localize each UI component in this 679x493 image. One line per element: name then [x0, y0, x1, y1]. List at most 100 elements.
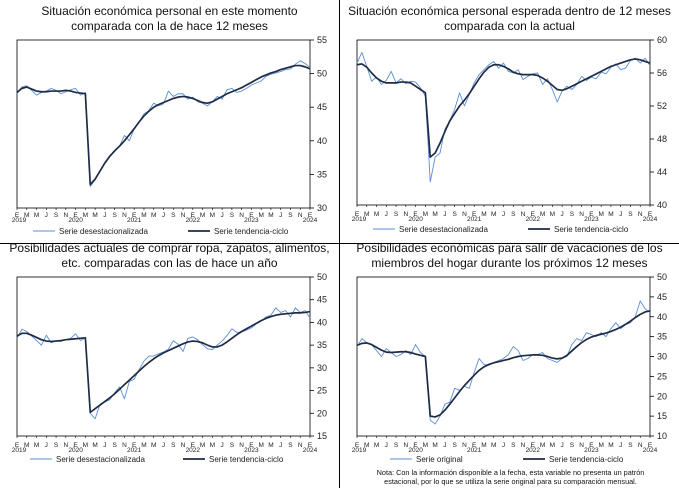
legend-label: Serie tendencia-ciclo: [554, 225, 629, 234]
x-tick-label: J: [103, 212, 106, 219]
x-tick-label: N: [579, 442, 584, 449]
x-tick-label: S: [288, 442, 293, 449]
x-tick-label: M: [83, 212, 88, 219]
x-tick-label: J: [560, 211, 563, 218]
x-tick-label: M: [141, 442, 146, 449]
year-label: 2019: [12, 447, 27, 454]
x-tick-label: E: [413, 442, 418, 449]
x-tick-label: N: [638, 211, 643, 218]
plot-frame: [356, 39, 651, 206]
x-tick-label: S: [230, 212, 235, 219]
y-tick-label: 56: [657, 68, 667, 78]
x-tick-label: E: [15, 442, 20, 449]
x-tick-label: N: [462, 442, 467, 449]
x-tick-label: N: [63, 442, 68, 449]
x-tick-label: S: [171, 442, 176, 449]
y-tick-label: 50: [657, 272, 667, 282]
year-label: 2024: [303, 447, 318, 454]
year-label: 2019: [352, 447, 367, 454]
x-tick-label: S: [452, 211, 457, 218]
y-tick-label: 40: [657, 200, 667, 210]
plot-frame: [356, 276, 651, 437]
chart-title: Posibilidades actuales de comprar ropa, …: [0, 240, 339, 272]
year-label: 2023: [244, 447, 259, 454]
x-tick-label: E: [249, 442, 254, 449]
legend-label: Serie original: [416, 455, 463, 464]
x-tick-label: M: [432, 442, 437, 449]
x-tick-label: E: [191, 442, 196, 449]
x-tick-label: S: [171, 212, 176, 219]
x-tick-label: M: [24, 442, 29, 449]
panel-vacaciones: Posibilidades económicas para salir de v…: [340, 241, 679, 488]
x-tick-label: N: [462, 211, 467, 218]
legend-label: Serie desestacionalizada: [59, 227, 148, 236]
panel-compras: Posibilidades actuales de comprar ropa, …: [0, 241, 339, 488]
x-tick-label: M: [268, 212, 273, 219]
x-tick-label: M: [540, 442, 545, 449]
y-tick-label: 60: [657, 35, 667, 45]
year-label: 2022: [186, 217, 201, 224]
y-tick-label: 15: [657, 411, 667, 421]
y-tick-label: 30: [317, 363, 327, 373]
x-tick-label: E: [472, 211, 477, 218]
plot-frame: [16, 276, 311, 437]
x-tick-label: M: [364, 442, 369, 449]
x-tick-label: M: [598, 442, 603, 449]
x-tick-label: E: [132, 442, 137, 449]
x-tick-label: E: [589, 211, 594, 218]
x-tick-label: N: [181, 212, 186, 219]
x-tick-label: S: [54, 442, 59, 449]
chart-title-line-2: etc. comparadas con las de hace un año: [61, 256, 278, 270]
year-label: 2023: [584, 447, 599, 454]
y-tick-label: 20: [657, 391, 667, 401]
year-label: 2023: [584, 216, 599, 223]
note-line-2: estacional, por lo que se utiliza la ser…: [384, 477, 637, 486]
x-tick-label: J: [502, 442, 505, 449]
x-tick-label: E: [648, 442, 653, 449]
x-tick-label: S: [628, 442, 633, 449]
chart-title: Situación económica personal en este mom…: [0, 3, 339, 35]
year-label: 2021: [467, 447, 482, 454]
x-tick-label: M: [423, 442, 428, 449]
x-tick-label: M: [200, 442, 205, 449]
chart-title-line-1: Posibilidades económicas para salir de v…: [356, 241, 663, 255]
y-tick-label: 44: [657, 167, 667, 177]
year-label: 2019: [352, 216, 367, 223]
x-tick-label: M: [210, 212, 215, 219]
x-tick-label: S: [394, 442, 399, 449]
x-tick-label: N: [122, 212, 127, 219]
year-label: 2024: [643, 447, 658, 454]
vertical-divider: [339, 0, 340, 488]
y-tick-label: 15: [317, 431, 327, 441]
y-tick-label: 40: [317, 317, 327, 327]
x-tick-label: M: [24, 212, 29, 219]
x-tick-label: J: [162, 212, 165, 219]
x-tick-label: N: [239, 442, 244, 449]
x-tick-label: N: [521, 442, 526, 449]
y-tick-label: 25: [317, 386, 327, 396]
series-line-trend: [16, 64, 311, 186]
y-tick-label: 40: [657, 312, 667, 322]
note: Nota: Con la información disponible a la…: [358, 468, 663, 486]
x-tick-label: J: [45, 442, 48, 449]
y-tick-label: 45: [317, 295, 327, 305]
chart-title: Situación económica personal esperada de…: [340, 3, 679, 35]
chart-title-line-2: miembros del hogar durante los próximos …: [371, 256, 648, 270]
x-tick-label: J: [220, 212, 223, 219]
x-tick-label: M: [374, 442, 379, 449]
x-tick-label: E: [413, 211, 418, 218]
x-tick-label: M: [92, 212, 97, 219]
x-tick-label: E: [531, 442, 536, 449]
x-tick-label: N: [181, 442, 186, 449]
legend-label: Serie tendencia-ciclo: [549, 455, 624, 464]
x-tick-label: M: [608, 211, 613, 218]
note-line-1: Nota: Con la información disponible a la…: [376, 468, 645, 477]
x-tick-label: M: [151, 212, 156, 219]
x-tick-label: S: [112, 442, 117, 449]
x-tick-label: S: [112, 212, 117, 219]
x-tick-label: N: [63, 212, 68, 219]
series-line-seasonal: [16, 60, 311, 187]
y-tick-label: 25: [657, 371, 667, 381]
x-tick-label: E: [73, 442, 78, 449]
